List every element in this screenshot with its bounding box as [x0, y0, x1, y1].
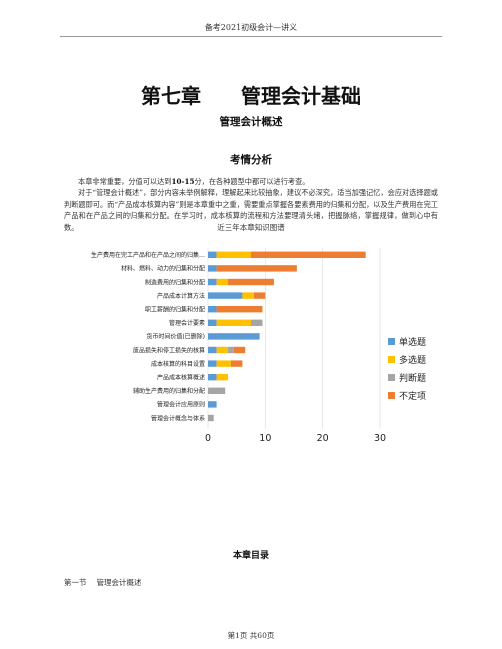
- bar-segment: [216, 360, 231, 367]
- category-label: 制造费用的归集和分配: [145, 278, 205, 286]
- legend-label: 单选题: [399, 336, 426, 348]
- bar-segment: [208, 251, 217, 258]
- bar-segment: [208, 387, 226, 394]
- bar-segment: [216, 278, 229, 286]
- paragraph-1: 本章非常重要，分值可以达到10-15分，在各种题型中都可以进行考查。: [64, 176, 438, 187]
- bar-segment: [208, 306, 217, 313]
- bar-segment: [230, 360, 243, 367]
- bar-segment: [216, 251, 251, 258]
- page-header: 备考2021初级会计—讲义: [204, 23, 298, 32]
- category-label: 产品成本核算概述: [157, 374, 205, 382]
- bar-segment: [208, 374, 217, 381]
- category-label: 辅助生产费用的归集和分配: [133, 387, 205, 395]
- bar-segment: [251, 319, 263, 326]
- bar-segment: [208, 414, 214, 422]
- paragraph-1-pre: 本章非常重要，分值可以达到: [78, 177, 172, 186]
- bar-segment: [216, 319, 251, 326]
- toc-title: 本章目录: [232, 551, 269, 561]
- bar-segment: [216, 346, 229, 354]
- bar-segment: [216, 265, 297, 272]
- paragraph-1-post: 分，在各种题型中都可以进行考查。: [194, 177, 310, 186]
- section-title: 管理会计概述: [219, 116, 283, 128]
- bar-segment: [233, 346, 246, 354]
- score-range: 10-15: [171, 177, 195, 186]
- category-label: 生产费用在完工产品和在产品之间的归集…: [91, 251, 205, 259]
- bar-segment: [208, 319, 217, 326]
- bar-segment: [216, 306, 263, 313]
- category-label: 材料、燃料、动力的归集和分配: [121, 265, 205, 273]
- bar-segment: [228, 346, 234, 354]
- legend-label: 不定项: [399, 390, 426, 402]
- paragraph-2: 对于“管理会计概述”，部分内容未举例解释，理解起来比较抽象，建议不必深究，适当加…: [64, 187, 438, 233]
- bar-segment: [251, 251, 366, 258]
- x-tick-label: 20: [317, 433, 329, 444]
- category-label: 管理会计要素: [169, 319, 205, 327]
- bar-segment: [208, 401, 217, 408]
- category-label: 废品损失和停工损失的核算: [133, 346, 205, 354]
- bar-segment: [208, 265, 217, 272]
- header-divider: [60, 36, 442, 37]
- bar-segment: [208, 292, 243, 299]
- category-label: 职工薪酬的归集和分配: [145, 306, 205, 314]
- legend-label: 判断题: [399, 372, 426, 384]
- analysis-title: 考情分析: [230, 154, 272, 166]
- category-label: 管理会计应用原则: [157, 401, 205, 409]
- bar-segment: [208, 346, 217, 354]
- bar-segment: [242, 292, 254, 299]
- paragraph-2-text: 对于“管理会计概述”，部分内容未举例解释，理解起来比较抽象，建议不必深究，适当加…: [64, 188, 438, 232]
- toc-item[interactable]: 第一节 管理会计概述: [64, 577, 152, 588]
- legend-swatch: [388, 338, 395, 345]
- x-tick-label: 10: [259, 433, 271, 444]
- toc-item-label: 管理会计概述: [96, 578, 142, 587]
- category-label: 成本核算的科目设置: [151, 360, 205, 368]
- toc-item-number: 第一节: [64, 578, 87, 587]
- page-footer: 第1页 共60页: [227, 631, 275, 640]
- category-label: 产品成本计算方法: [157, 292, 205, 300]
- bar-segment: [228, 278, 274, 286]
- category-label: 货币时间价值(已删除): [146, 333, 205, 341]
- legend-swatch: [388, 374, 395, 381]
- legend-label: 多选题: [399, 354, 426, 366]
- knowledge-map-chart: 0 10 20 30 生产费用在完工产品和在产品之间的归集… 材料、燃料、动力的归集和分配…: [91, 248, 426, 444]
- chart-title: 近三年本章知识图谱: [217, 223, 285, 232]
- category-label: 管理会计概念与体系: [151, 414, 205, 422]
- bar-segment: [208, 333, 260, 340]
- legend-swatch: [388, 356, 395, 363]
- analysis-text: 本章非常重要，分值可以达到10-15分，在各种题型中都可以进行考查。 对于“管理…: [64, 176, 438, 233]
- x-tick-label: 30: [374, 433, 386, 444]
- x-tick-label: 0: [205, 433, 211, 444]
- bar-segment: [208, 360, 217, 367]
- bar-segment: [253, 292, 266, 299]
- chapter-title: 第七章 管理会计基础: [141, 84, 361, 108]
- legend-swatch: [388, 392, 395, 399]
- bar-segment: [208, 278, 217, 286]
- bar-segment: [216, 374, 229, 381]
